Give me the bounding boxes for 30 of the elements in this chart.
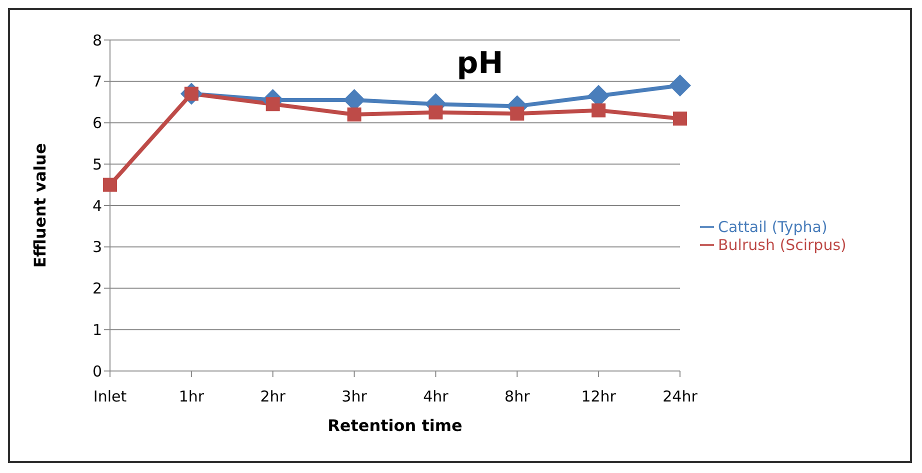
x-tick-label: 1hr: [178, 388, 205, 406]
x-tick-label: 4hr: [423, 388, 450, 406]
y-tick-label: 8: [92, 31, 102, 50]
point: [592, 103, 606, 118]
y-tick-label: 4: [92, 196, 102, 215]
x-axis-title: Retention time: [328, 416, 463, 435]
x-tick-label: 24hr: [662, 388, 698, 406]
x-tick-label: 3hr: [342, 388, 368, 406]
chart-title: pH: [456, 46, 504, 81]
y-tick-label: 1: [92, 320, 102, 339]
y-tick-label: 2: [92, 280, 102, 298]
point: [103, 178, 117, 192]
point: [673, 112, 687, 126]
point: [428, 105, 443, 120]
y-axis-title: Effluent value: [30, 143, 50, 268]
legend-label: Cattail (Typha): [718, 218, 828, 236]
x-tick-label: 8hr: [504, 388, 531, 406]
x-tick-label: 2hr: [260, 388, 286, 406]
y-tick-label: 3: [92, 238, 102, 256]
x-tick-label: Inlet: [93, 388, 127, 406]
legend-label: Bulrush (Scirpus): [718, 236, 846, 254]
y-tick-label: 7: [92, 72, 102, 91]
y-tick-label: 6: [92, 114, 102, 132]
point: [266, 97, 280, 112]
x-tick-label: 12hr: [581, 388, 617, 406]
y-tick-label: 5: [92, 155, 102, 174]
y-tick-label: 0: [92, 362, 102, 380]
point: [347, 107, 362, 122]
point: [510, 106, 524, 121]
point: [669, 74, 691, 97]
